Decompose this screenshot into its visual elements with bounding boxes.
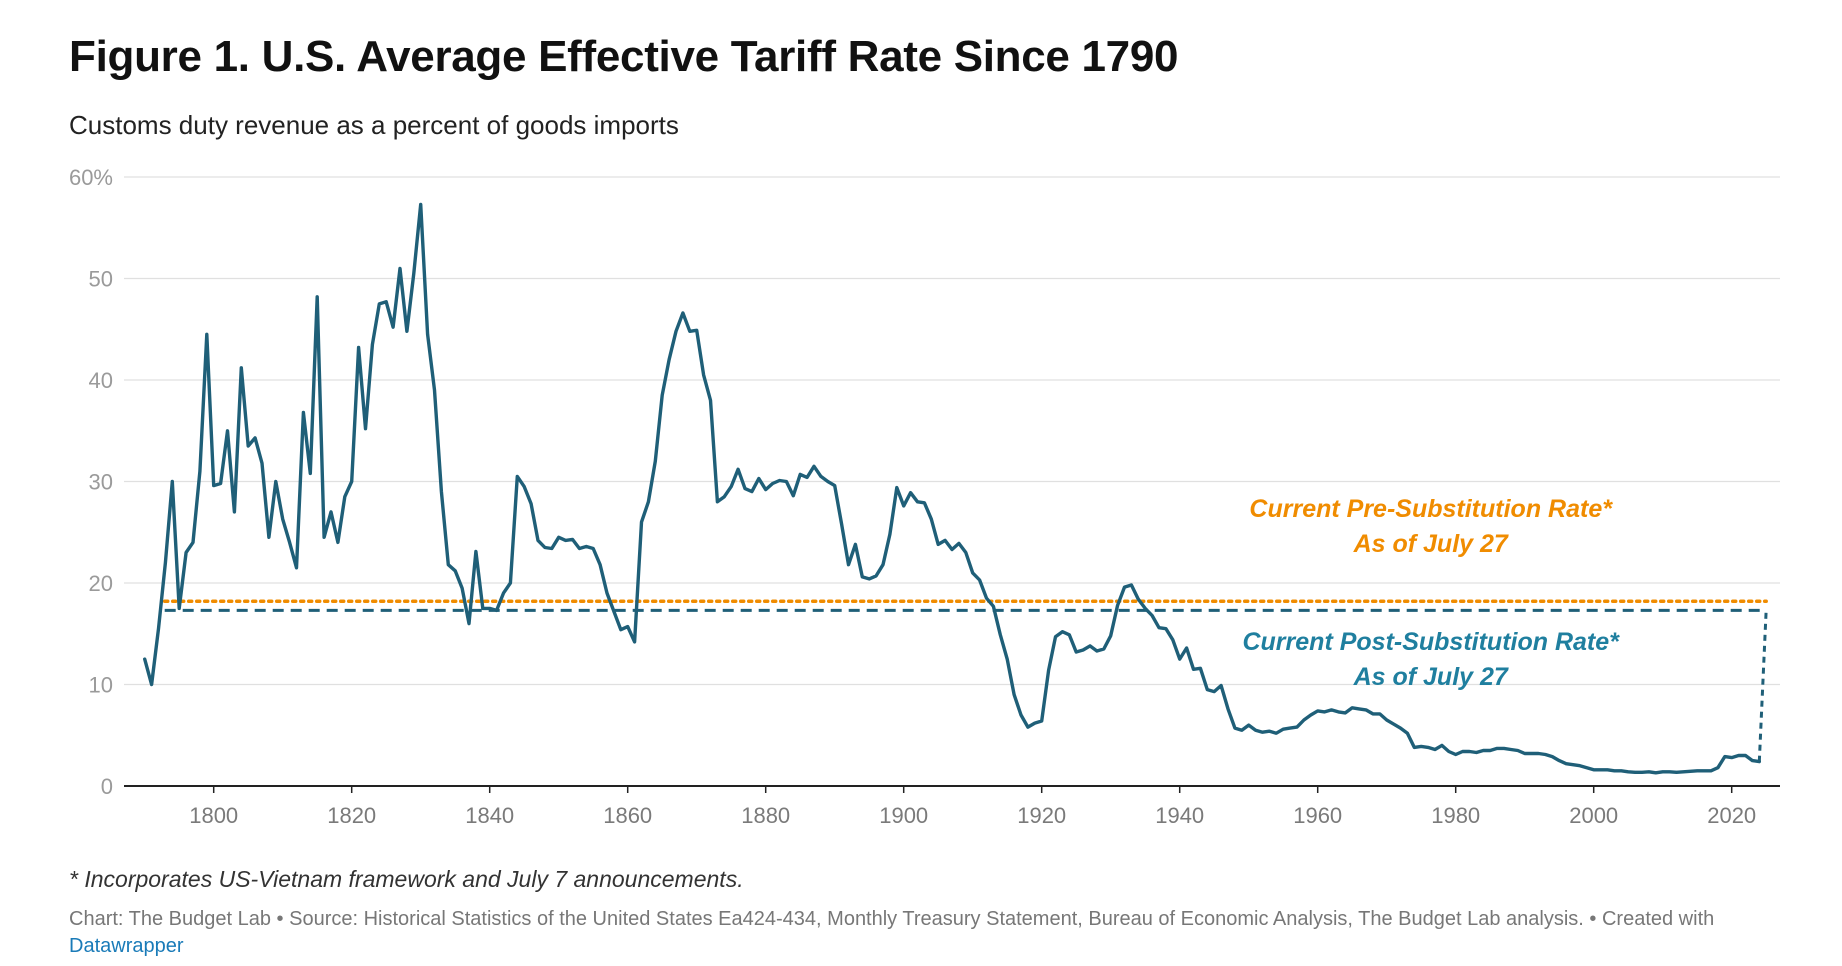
x-axis-ticks: 1800 1820 1840 1860 1880 1900 1920 1940 1960 1980… <box>189 786 1756 828</box>
series-line-tariff-rate <box>143 202 1761 775</box>
x-tick-label-1840: 1840 <box>465 803 514 828</box>
x-tick-label-1860: 1860 <box>603 803 652 828</box>
y-tick-label-20: 20 <box>89 571 113 596</box>
y-tick-label-10: 10 <box>89 673 113 698</box>
gridlines <box>124 176 1780 787</box>
x-tick-label-1940: 1940 <box>1155 803 1204 828</box>
x-tick-label-1900: 1900 <box>879 803 928 828</box>
y-tick-label-30: 30 <box>89 470 113 495</box>
x-tick-label-2020: 2020 <box>1707 803 1756 828</box>
series-line-current-jump <box>1757 609 1768 762</box>
chart-subtitle: Customs duty revenue as a percent of goo… <box>69 110 679 140</box>
annotations: Current Pre-Substitution Rate* As of July… <box>1242 495 1620 691</box>
x-tick-label-2000: 2000 <box>1569 803 1618 828</box>
reference-lines <box>162 599 1768 612</box>
annotation-post-line2: As of July 27 <box>1353 663 1509 691</box>
x-tick-label-1960: 1960 <box>1293 803 1342 828</box>
annotation-pre-line1: Current Pre-Substitution Rate* <box>1249 495 1613 523</box>
series <box>143 202 1768 775</box>
y-axis-ticks: 0 10 20 30 40 50 60% <box>69 165 113 799</box>
x-tick-label-1800: 1800 <box>189 803 238 828</box>
y-tick-label-0: 0 <box>101 774 113 799</box>
datawrapper-link[interactable]: Datawrapper <box>69 935 184 957</box>
annotation-post-line1: Current Post-Substitution Rate* <box>1242 628 1620 656</box>
y-tick-label-40: 40 <box>89 368 113 393</box>
chart-title: Figure 1. U.S. Average Effective Tariff … <box>69 32 1179 81</box>
source-text: Chart: The Budget Lab • Source: Historic… <box>69 908 1715 930</box>
x-tick-label-1880: 1880 <box>741 803 790 828</box>
y-tick-label-60: 60% <box>69 165 113 190</box>
x-tick-label-1920: 1920 <box>1017 803 1066 828</box>
x-tick-label-1980: 1980 <box>1431 803 1480 828</box>
footnote: * Incorporates US-Vietnam framework and … <box>69 866 744 892</box>
annotation-pre-line2: As of July 27 <box>1353 530 1509 558</box>
source-credit: Chart: The Budget Lab • Source: Historic… <box>69 906 1769 960</box>
y-tick-label-50: 50 <box>89 267 113 292</box>
x-tick-label-1820: 1820 <box>327 803 376 828</box>
